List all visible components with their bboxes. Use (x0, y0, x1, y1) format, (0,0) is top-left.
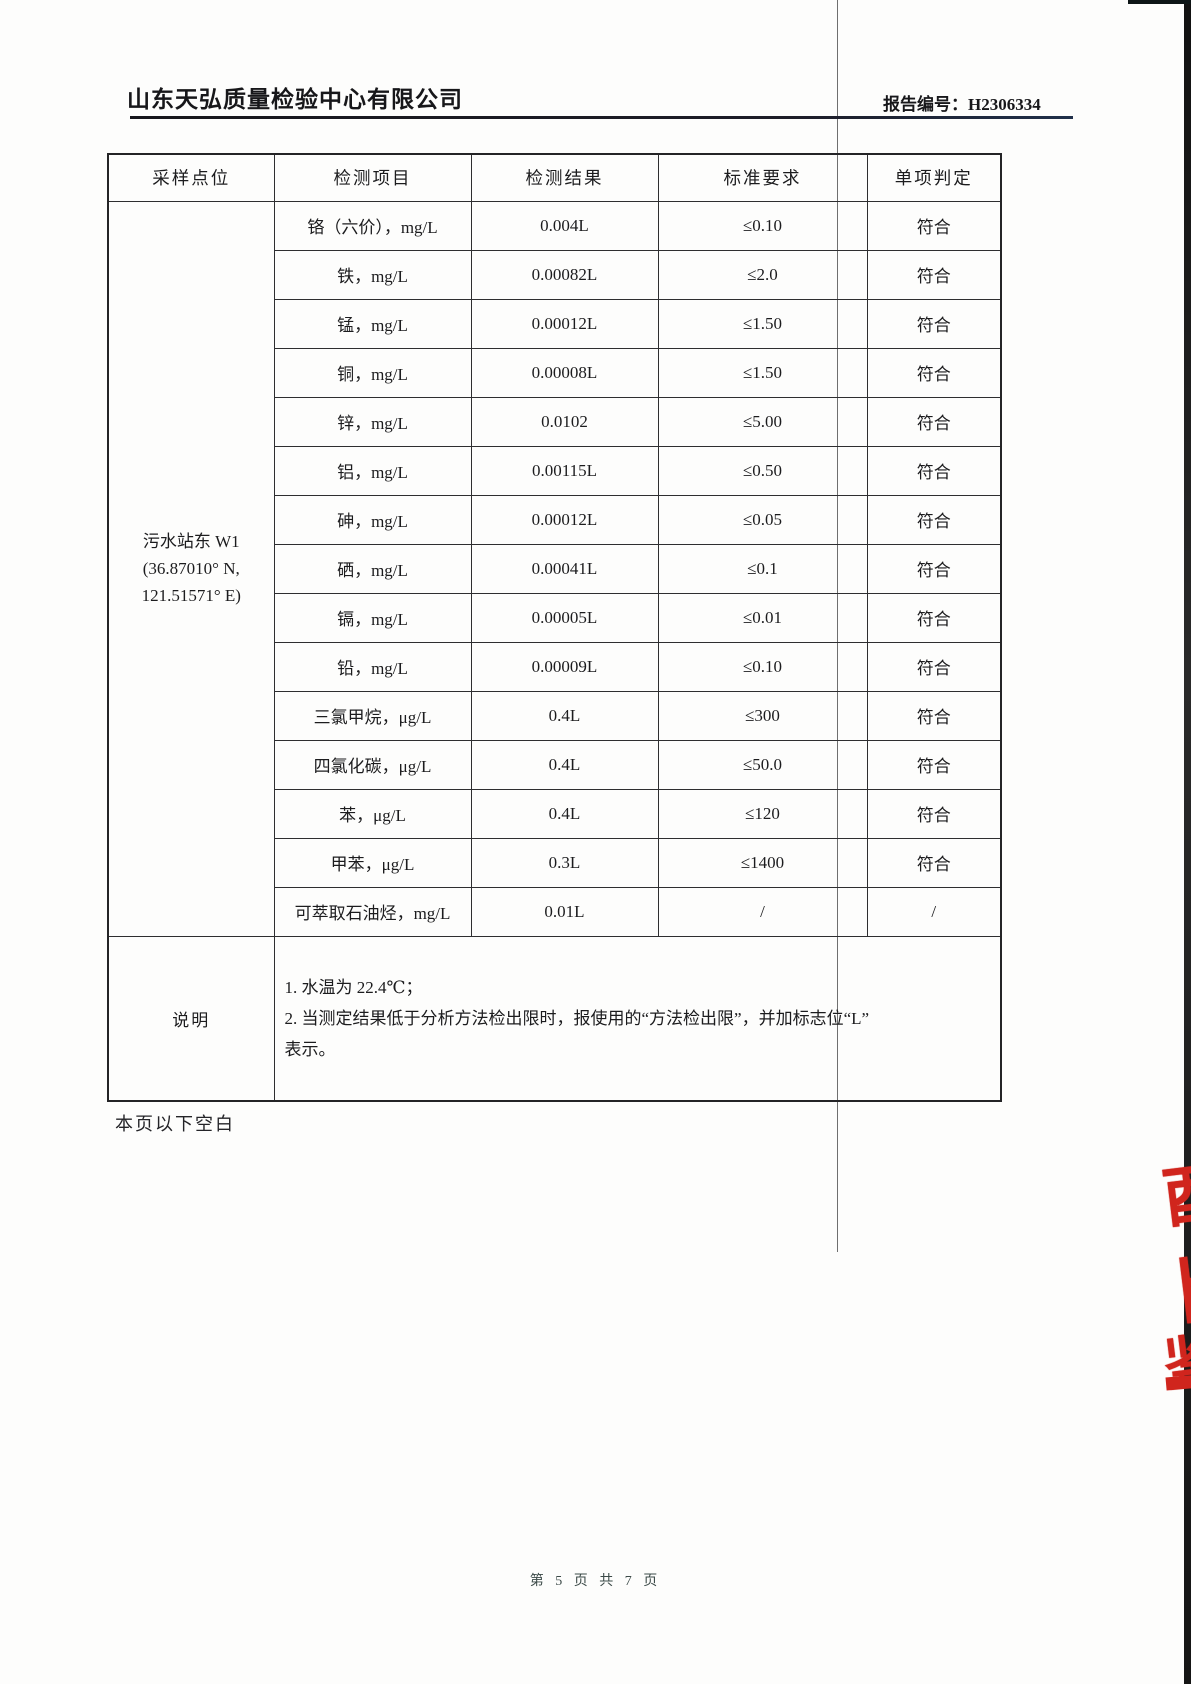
table-header-row: 采样点位 检测项目 检测结果 标准要求 单项判定 (107, 153, 1002, 202)
table-row: 铜，mg/L 0.00008L ≤1.50 符合 (108, 347, 1002, 398)
judgment-cell: 符合 (866, 592, 1002, 643)
column-header-test-result: 检测结果 (470, 153, 659, 202)
standard-cell: ≤300 (657, 690, 868, 741)
judgment-cell: 符合 (866, 445, 1002, 496)
judgment-cell: / (866, 886, 1002, 937)
notes-content: 1. 水温为 22.4℃； 2. 当测定结果低于分析方法检出限时，报使用的“方法… (273, 935, 1002, 1102)
result-cell: 0.00041L (470, 543, 659, 594)
result-cell: 0.4L (470, 739, 659, 790)
item-cell: 可萃取石油烃，mg/L (273, 886, 472, 937)
note-line-1: 1. 水温为 22.4℃； (284, 977, 423, 997)
blank-below-note: 本页以下空白 (115, 1114, 235, 1134)
table-row: 三氯甲烷，μg/L 0.4L ≤300 符合 (108, 690, 1002, 741)
item-cell: 锌，mg/L (273, 396, 472, 447)
result-cell: 0.00012L (470, 298, 659, 349)
report-number-label: 报告编号： (883, 95, 968, 114)
standard-cell: / (657, 886, 868, 937)
standard-cell: ≤0.50 (657, 445, 868, 496)
page-number: 第 5 页 共 7 页 (529, 1574, 662, 1589)
table-row: 锌，mg/L 0.0102 ≤5.00 符合 (108, 396, 1002, 447)
standard-cell: ≤2.0 (657, 249, 868, 300)
item-cell: 铁，mg/L (273, 249, 472, 300)
result-cell: 0.01L (470, 886, 659, 937)
table-row: 甲苯，μg/L 0.3L ≤1400 符合 (108, 837, 1002, 888)
standard-cell: ≤0.10 (657, 200, 868, 251)
standard-cell: ≤0.05 (657, 494, 868, 545)
table-row: 锰，mg/L 0.00012L ≤1.50 符合 (108, 298, 1002, 349)
result-cell: 0.00012L (470, 494, 659, 545)
item-cell: 镉，mg/L (273, 592, 472, 643)
judgment-cell: 符合 (866, 739, 1002, 790)
result-cell: 0.004L (470, 200, 659, 251)
scan-edge-top (1128, 0, 1191, 4)
item-cell: 铬（六价），mg/L (273, 200, 472, 251)
table-row: 铅，mg/L 0.00009L ≤0.10 符合 (108, 641, 1002, 692)
item-cell: 铅，mg/L (273, 641, 472, 692)
table-row: 苯，μg/L 0.4L ≤120 符合 (108, 788, 1002, 839)
sampling-point-line3: 121.51571° E) (141, 586, 241, 605)
standard-cell: ≤5.00 (657, 396, 868, 447)
judgment-cell: 符合 (866, 837, 1002, 888)
judgment-cell: 符合 (866, 641, 1002, 692)
standard-cell: ≤0.1 (657, 543, 868, 594)
judgment-cell: 符合 (866, 690, 1002, 741)
standard-cell: ≤50.0 (657, 739, 868, 790)
column-header-standard: 标准要求 (657, 153, 868, 202)
item-cell: 三氯甲烷，μg/L (273, 690, 472, 741)
judgment-cell: 符合 (866, 494, 1002, 545)
result-cell: 0.00005L (470, 592, 659, 643)
report-number-value: H2306334 (968, 95, 1041, 114)
notes-label: 说明 (107, 935, 275, 1102)
item-cell: 四氯化碳，μg/L (273, 739, 472, 790)
table-row: 污水站东 W1 (36.87010° N, 121.51571° E) 铬（六价），m… (107, 200, 1002, 937)
standard-cell: ≤1.50 (657, 347, 868, 398)
sampling-point-cell: 污水站东 W1 (36.87010° N, 121.51571° E) (107, 200, 275, 937)
item-cell: 砷，mg/L (273, 494, 472, 545)
item-cell: 硒，mg/L (273, 543, 472, 594)
judgment-cell: 符合 (866, 788, 1002, 839)
result-cell: 0.4L (470, 788, 659, 839)
table-row: 砷，mg/L 0.00012L ≤0.05 符合 (108, 494, 1002, 545)
standard-cell: ≤120 (657, 788, 868, 839)
table-row: 硒，mg/L 0.00041L ≤0.1 符合 (108, 543, 1002, 594)
standard-cell: ≤0.10 (657, 641, 868, 692)
note-line-3: 表示。 (284, 1039, 336, 1059)
judgment-cell: 符合 (866, 396, 1002, 447)
judgment-cell: 符合 (866, 543, 1002, 594)
result-cell: 0.0102 (470, 396, 659, 447)
result-cell: 0.00115L (470, 445, 659, 496)
report-number: 报告编号：H2306334 (883, 90, 1041, 115)
item-cell: 苯，μg/L (273, 788, 472, 839)
item-cell: 铜，mg/L (273, 347, 472, 398)
sampling-point-line1: 污水站东 W1 (142, 532, 240, 551)
result-cell: 0.00082L (470, 249, 659, 300)
note-line-2: 2. 当测定结果低于分析方法检出限时，报使用的“方法检出限”，并加标志位“L” (284, 1008, 870, 1028)
table-row: 铁，mg/L 0.00082L ≤2.0 符合 (108, 249, 1002, 300)
judgment-cell: 符合 (866, 298, 1002, 349)
standard-cell: ≤0.01 (657, 592, 868, 643)
item-cell: 铝，mg/L (273, 445, 472, 496)
item-cell: 甲苯，μg/L (273, 837, 472, 888)
judgment-cell: 符合 (866, 347, 1002, 398)
judgment-cell: 符合 (866, 249, 1002, 300)
column-header-sampling-point: 采样点位 (107, 153, 275, 202)
sampling-point-line2: (36.87010° N, (142, 559, 240, 578)
scan-edge-strip (1184, 0, 1191, 1684)
company-title: 山东天弘质量检验中心有限公司 (127, 86, 463, 112)
column-header-test-item: 检测项目 (273, 153, 472, 202)
standard-cell: ≤1.50 (657, 298, 868, 349)
item-cell: 锰，mg/L (273, 298, 472, 349)
result-cell: 0.00008L (470, 347, 659, 398)
standard-cell: ≤1400 (657, 837, 868, 888)
notes-row: 说明 1. 水温为 22.4℃； 2. 当测定结果低于分析方法检出限时，报使用的… (107, 935, 1002, 1102)
result-cell: 0.00009L (470, 641, 659, 692)
header-rule (130, 116, 1073, 119)
test-results-table: 采样点位 检测项目 检测结果 标准要求 单项判定 污水站东 W1 (36.8701… (107, 153, 1002, 1102)
column-header-judgment: 单项判定 (866, 153, 1002, 202)
result-cell: 0.4L (470, 690, 659, 741)
result-cell: 0.3L (470, 837, 659, 888)
judgment-cell: 符合 (866, 200, 1002, 251)
